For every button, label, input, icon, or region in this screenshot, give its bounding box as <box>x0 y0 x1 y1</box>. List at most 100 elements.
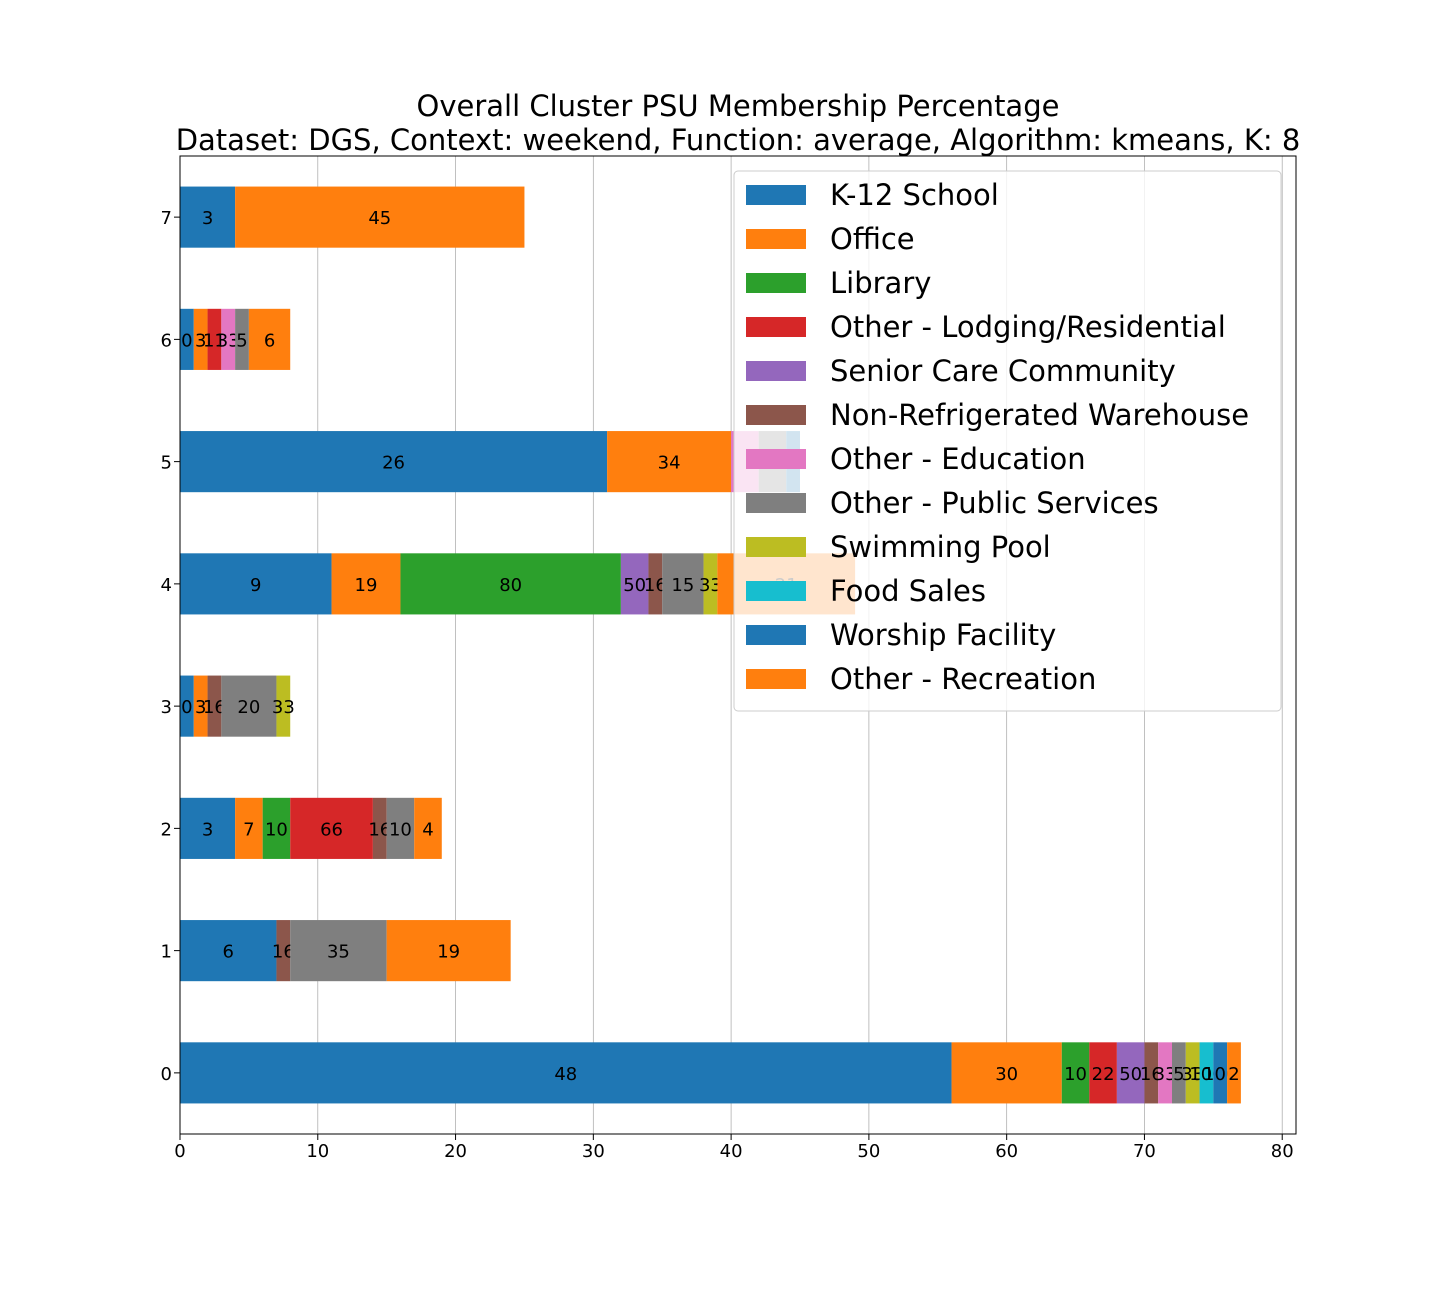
data-label: 48 <box>554 1064 577 1085</box>
bar-segment <box>1172 1042 1186 1104</box>
data-label: 30 <box>995 1064 1018 1085</box>
data-label: 16 <box>644 575 667 596</box>
data-label: 2 <box>1228 1064 1239 1085</box>
legend-entry-label: Food Sales <box>830 574 986 608</box>
data-label: 6 <box>264 330 275 351</box>
legend-entry-label: Senior Care Community <box>830 354 1176 388</box>
data-label: 66 <box>320 819 343 840</box>
data-label: 50 <box>623 575 646 596</box>
data-label: 16 <box>368 819 391 840</box>
bar-segment <box>648 553 663 615</box>
legend-swatch <box>746 361 806 381</box>
bar-segment <box>180 186 236 248</box>
bar-segment <box>620 553 649 615</box>
data-label: 10 <box>265 819 288 840</box>
bar-segment <box>1089 1042 1117 1104</box>
bar-segment <box>180 797 236 859</box>
data-label: 16 <box>1140 1064 1163 1085</box>
legend-swatch <box>746 625 806 645</box>
bar-segment <box>290 920 387 982</box>
data-label: 4 <box>422 819 433 840</box>
bar-segment <box>1116 1042 1145 1104</box>
legend-box <box>733 170 1282 712</box>
data-label: 33 <box>217 330 240 351</box>
y-tick-label: 4 <box>161 575 172 596</box>
bar-segment <box>951 1042 1062 1104</box>
y-tick-label: 0 <box>161 1064 172 1085</box>
plot-frame <box>179 155 1297 1135</box>
legend-swatch <box>746 537 806 557</box>
x-tick-label: 50 <box>857 1141 880 1162</box>
bar-segment <box>180 675 194 737</box>
bar-segment <box>235 308 249 370</box>
data-label: 19 <box>437 942 460 963</box>
data-label: 5 <box>236 330 247 351</box>
bar-segment <box>221 308 236 370</box>
bar-segment <box>276 920 291 982</box>
data-label: 45 <box>368 208 391 229</box>
legend-entry-label: Office <box>830 222 915 256</box>
data-label: 10 <box>1064 1064 1087 1085</box>
x-tick-label: 20 <box>444 1141 467 1162</box>
x-tick-label: 0 <box>174 1141 185 1162</box>
bar-segment <box>1227 1042 1241 1104</box>
legend: K-12 School Office Library Other - Lodging/… <box>733 170 1282 712</box>
data-label: 3 <box>202 208 213 229</box>
bar-segment <box>193 308 208 370</box>
data-label: 5 <box>1173 1064 1184 1085</box>
bar-segment <box>662 553 704 615</box>
bar-segment <box>386 920 511 982</box>
bar-segment <box>207 675 222 737</box>
data-label: 3 <box>195 697 206 718</box>
legend-entry-label: K-12 School <box>830 178 999 212</box>
bar-segment <box>180 431 608 493</box>
chart-title-line2: Dataset: DGS, Context: weekend, Function… <box>176 123 1301 157</box>
bar-segment <box>1185 1042 1200 1104</box>
legend-entry-label: Other - Public Services <box>830 486 1159 520</box>
data-label: 80 <box>499 575 522 596</box>
bar-segment <box>248 308 291 370</box>
y-tick-label: 6 <box>161 330 172 351</box>
legend-swatch <box>746 273 806 293</box>
data-label: 16 <box>203 697 226 718</box>
legend-swatch <box>746 449 806 469</box>
data-label: 33 <box>1181 1064 1204 1085</box>
bar-segment <box>290 797 373 859</box>
legend-entry-label: Other - Lodging/Residential <box>830 310 1226 344</box>
data-label: 50 <box>1119 1064 1142 1085</box>
x-tick-label: 60 <box>995 1141 1018 1162</box>
legend-swatch <box>746 581 806 601</box>
data-label: 20 <box>237 697 260 718</box>
legend-swatch <box>746 405 806 425</box>
bar-segment <box>235 797 263 859</box>
legend-swatch <box>746 229 806 249</box>
legend-entry-label: Non-Refrigerated Warehouse <box>830 398 1249 432</box>
data-label: 10 <box>389 819 412 840</box>
data-label: 26 <box>382 453 405 474</box>
bar-segment <box>414 797 442 859</box>
bar-segment <box>180 920 277 982</box>
data-label: 9 <box>250 575 261 596</box>
legend-swatch <box>746 317 806 337</box>
bar-segment <box>207 308 222 370</box>
data-label: 33 <box>272 697 295 718</box>
data-label: 34 <box>658 453 681 474</box>
data-label: 3 <box>195 330 206 351</box>
data-label: 33 <box>699 575 722 596</box>
x-tick-label: 70 <box>1133 1141 1156 1162</box>
data-label: 19 <box>355 575 378 596</box>
legend-swatch <box>746 669 806 689</box>
y-tick-label: 2 <box>161 819 172 840</box>
data-label: 35 <box>327 942 350 963</box>
data-label: 6 <box>222 942 233 963</box>
x-tick-label: 30 <box>582 1141 605 1162</box>
bar-segment <box>180 308 194 370</box>
bar-segment <box>400 553 621 615</box>
data-label: 22 <box>1092 1064 1115 1085</box>
bar-segment <box>703 553 718 615</box>
legend-swatch <box>746 185 806 205</box>
bar-segment <box>1199 1042 1214 1104</box>
data-label: 11 <box>203 330 226 351</box>
